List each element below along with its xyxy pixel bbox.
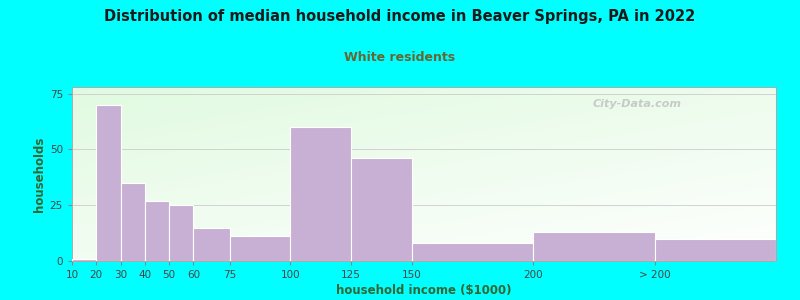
Bar: [290, 127, 351, 261]
Y-axis label: households: households: [33, 136, 46, 212]
Bar: [169, 205, 194, 261]
Bar: [351, 158, 412, 261]
Text: City-Data.com: City-Data.com: [593, 99, 682, 109]
Text: White residents: White residents: [345, 51, 455, 64]
Bar: [145, 201, 169, 261]
Bar: [194, 227, 230, 261]
Bar: [412, 243, 534, 261]
Text: Distribution of median household income in Beaver Springs, PA in 2022: Distribution of median household income …: [104, 9, 696, 24]
Bar: [230, 236, 290, 261]
X-axis label: household income ($1000): household income ($1000): [336, 284, 512, 297]
Bar: [72, 259, 96, 261]
Bar: [96, 105, 121, 261]
Bar: [654, 239, 776, 261]
Bar: [121, 183, 145, 261]
Bar: [534, 232, 654, 261]
